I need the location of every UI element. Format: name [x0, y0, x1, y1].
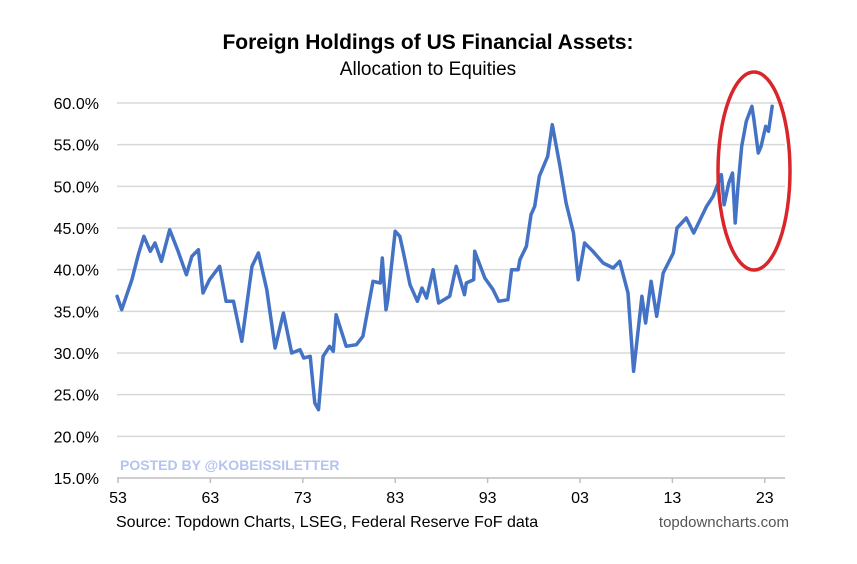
chart-title: Foreign Holdings of US Financial Assets:	[222, 31, 633, 54]
y-tick-label: 55.0%	[54, 138, 99, 155]
gridlines	[117, 102, 785, 479]
y-tick-label: 20.0%	[54, 429, 99, 446]
y-tick-label: 60.0%	[54, 96, 99, 113]
y-tick-label: 50.0%	[54, 179, 99, 196]
x-tick-label: 23	[756, 490, 774, 507]
site-credit: topdowncharts.com	[659, 514, 789, 531]
source-note: Source: Topdown Charts, LSEG, Federal Re…	[116, 514, 538, 531]
x-tick-label: 63	[202, 490, 220, 507]
y-tick-label: 45.0%	[54, 221, 99, 238]
series-line	[115, 104, 774, 412]
y-tick-label: 35.0%	[54, 304, 99, 321]
y-tick-label: 40.0%	[54, 263, 99, 280]
y-tick-label: 15.0%	[54, 471, 99, 488]
chart-subtitle: Allocation to Equities	[340, 59, 516, 80]
y-axis: 15.0% 20.0% 25.0% 30.0% 35.0% 40.0% 45.0% 50.0%…	[54, 96, 99, 488]
x-tick-label: 13	[664, 490, 682, 507]
x-tick-label: 93	[479, 490, 497, 507]
y-tick-label: 25.0%	[54, 388, 99, 405]
x-axis: 53 63 73 83 93 03 13 23	[109, 478, 774, 507]
x-tick-label: 83	[386, 490, 404, 507]
highlight-ellipse	[716, 70, 792, 272]
y-tick-label: 30.0%	[54, 346, 99, 363]
watermark: POSTED BY @KOBEISSILETTER	[120, 457, 340, 473]
x-tick-label: 03	[571, 490, 589, 507]
x-tick-label: 53	[109, 490, 127, 507]
x-tick-label: 73	[294, 490, 312, 507]
